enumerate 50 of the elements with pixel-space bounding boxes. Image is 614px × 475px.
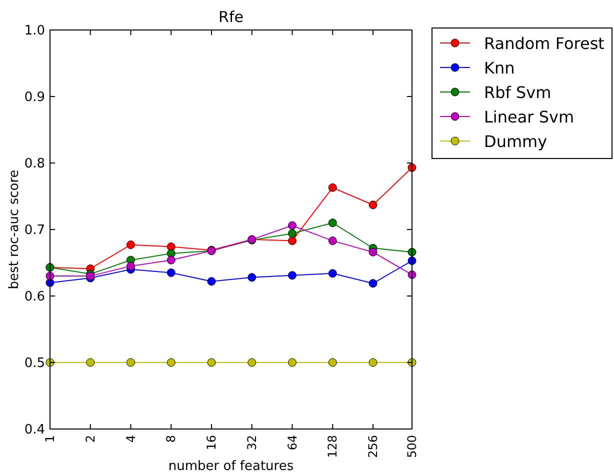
point [248,273,256,282]
point [328,236,337,246]
point [288,229,297,238]
legend-label: Random Forest [484,34,604,53]
y-tick-label: 0.6 [24,290,45,304]
point [368,200,378,210]
point [126,240,135,250]
y-tick-label: 0.7 [24,223,45,238]
x-tick-label: 32 [244,435,259,450]
point [328,183,337,192]
x-tick-label: 64 [285,435,300,450]
x-axis-title: number of features [168,459,294,474]
point [166,358,176,367]
x-tick-label: 500 [405,435,419,458]
legend-label: Rbf Svm [484,83,552,102]
point [328,218,337,228]
point [328,358,337,367]
point [288,271,297,280]
y-tick-label: 1.0 [24,24,45,38]
y-tick-label: 0.8 [24,156,45,172]
point [368,248,378,256]
legend-label: Knn [484,58,515,78]
y-axis-title: best roc-auc score [7,170,22,290]
x-tick-label: 4 [124,435,138,443]
y-tick-label: 0.4 [24,422,45,438]
x-tick-label: 16 [204,435,219,450]
chart-title: Rfe [218,8,244,26]
legend-label: Linear Svm [484,108,574,126]
point [166,256,176,264]
point [288,358,297,367]
x-tick-label: 2 [83,435,98,443]
point [166,268,176,277]
y-tick-label: 0.9 [24,90,45,105]
point [207,277,216,286]
point [328,269,337,278]
legend-label: Dummy [484,132,548,151]
x-tick-label: 256 [366,435,380,458]
x-tick-label: 128 [326,435,340,458]
point [207,358,216,367]
point [288,221,297,230]
point [368,358,378,367]
point [288,236,297,246]
point [126,358,135,367]
y-tick-label: 0.5 [24,356,45,371]
point [368,279,378,288]
point [248,358,256,367]
x-tick-label: 1 [43,435,57,443]
point [126,262,135,270]
x-tick-label: 8 [164,435,178,443]
point [86,358,95,367]
